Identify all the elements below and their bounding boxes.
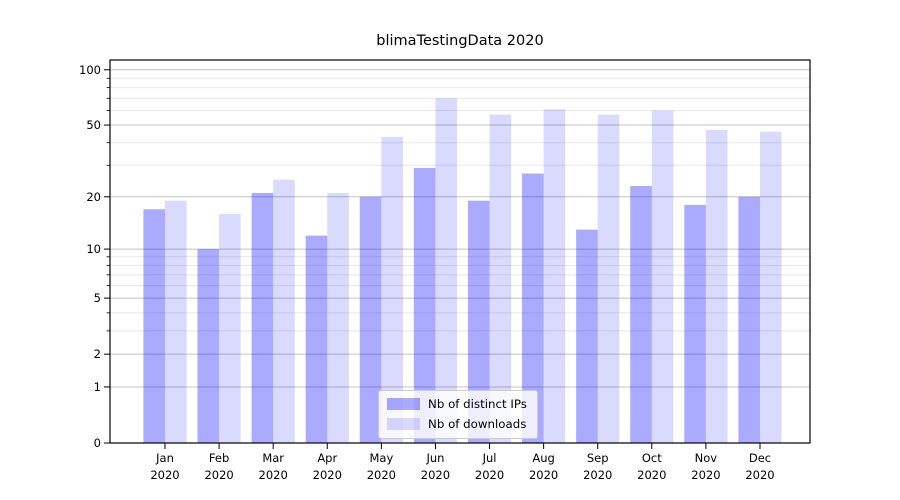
x-tick-label-year: 2020 <box>313 468 342 482</box>
x-tick-label-year: 2020 <box>529 468 558 482</box>
x-tick-label-year: 2020 <box>637 468 666 482</box>
y-tick-label: 100 <box>79 63 101 77</box>
x-tick-label-month: Jun <box>425 451 444 465</box>
y-tick-label: 10 <box>86 242 101 256</box>
x-tick-label-year: 2020 <box>691 468 720 482</box>
legend-label-downloads: Nb of downloads <box>428 417 527 431</box>
bar-distinct-ips <box>684 204 706 443</box>
x-tick-label-month: May <box>369 451 393 465</box>
x-tick-label-month: Aug <box>532 451 554 465</box>
bar-downloads <box>705 129 728 444</box>
chart-title: blimaTestingData 2020 <box>376 33 544 49</box>
y-tick-label: 50 <box>86 118 101 132</box>
legend-row-downloads: Nb of downloads <box>387 416 527 432</box>
x-tick-label-month: Mar <box>262 451 284 465</box>
bar-distinct-ips <box>413 167 436 444</box>
x-tick-label-month: Sep <box>587 451 609 465</box>
bar-distinct-ips <box>630 186 652 443</box>
x-tick-label-month: Oct <box>642 451 662 465</box>
x-tick-label-year: 2020 <box>745 468 774 482</box>
bar-downloads <box>489 114 512 444</box>
legend-label-distinct-ips: Nb of distinct IPs <box>428 397 527 411</box>
y-tick-label: 20 <box>86 190 101 204</box>
x-tick-label-month: Jul <box>482 451 497 465</box>
bar-distinct-ips <box>522 173 544 443</box>
bar-distinct-ips <box>359 196 382 443</box>
bar-distinct-ips <box>251 193 274 443</box>
bar-downloads <box>597 114 620 444</box>
legend-row-distinct-ips: Nb of distinct IPs <box>387 396 527 412</box>
x-tick-label-month: Jan <box>155 451 174 465</box>
x-tick-label-year: 2020 <box>367 468 396 482</box>
x-tick-label-month: Nov <box>695 451 718 465</box>
x-tick-label-year: 2020 <box>421 468 450 482</box>
x-tick-label-month: Apr <box>317 451 337 465</box>
x-tick-label-month: Dec <box>749 451 771 465</box>
bar-downloads <box>435 98 458 443</box>
x-tick-label-year: 2020 <box>259 468 288 482</box>
bar-downloads <box>651 110 674 443</box>
bar-downloads <box>219 213 241 443</box>
legend-swatch-downloads <box>387 418 420 430</box>
y-tick-label: 5 <box>94 291 101 305</box>
x-tick-label-year: 2020 <box>204 468 233 482</box>
x-tick-label-year: 2020 <box>475 468 504 482</box>
bar-distinct-ips <box>738 196 760 443</box>
plot-frame <box>109 59 811 444</box>
bar-distinct-ips <box>467 200 490 443</box>
x-tick-label-year: 2020 <box>583 468 612 482</box>
y-tick-label: 2 <box>94 347 101 361</box>
legend: Nb of distinct IPs Nb of downloads <box>378 390 538 439</box>
bar-downloads <box>543 109 566 444</box>
bar-downloads <box>327 193 349 443</box>
y-tick-label: 1 <box>94 380 101 394</box>
bar-downloads <box>165 200 187 443</box>
bar-distinct-ips <box>197 249 220 443</box>
bar-downloads <box>759 131 782 444</box>
bar-distinct-ips <box>576 229 598 443</box>
bar-downloads <box>273 179 295 443</box>
bar-downloads <box>381 136 403 443</box>
y-tick-label: 0 <box>94 436 101 450</box>
x-tick-label-year: 2020 <box>150 468 179 482</box>
bar-distinct-ips <box>305 235 328 443</box>
x-tick-label-month: Feb <box>209 451 229 465</box>
legend-swatch-distinct-ips <box>387 398 420 410</box>
bar-distinct-ips <box>143 209 165 443</box>
